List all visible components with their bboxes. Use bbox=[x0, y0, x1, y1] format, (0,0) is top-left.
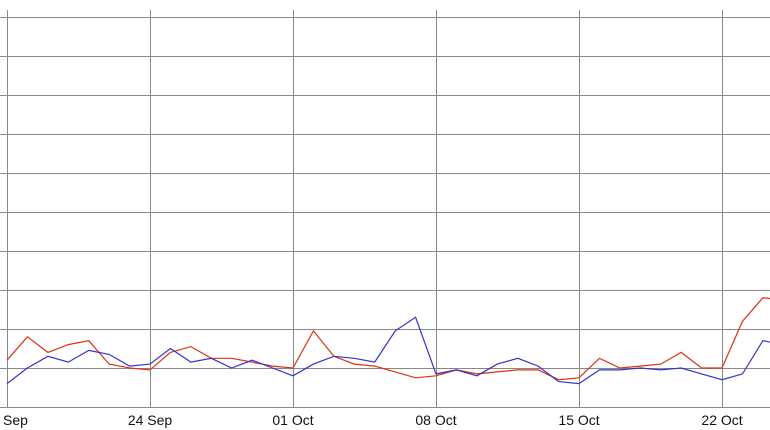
x-tick-label: 01 Oct bbox=[272, 412, 313, 428]
x-tick-label: 24 Sep bbox=[128, 412, 173, 428]
series-line-red bbox=[6, 297, 770, 381]
x-tick-label: 15 Oct bbox=[558, 412, 599, 428]
x-tick-label: 08 Oct bbox=[415, 412, 456, 428]
x-tick-label: 22 Oct bbox=[701, 412, 742, 428]
series-line-blue bbox=[6, 316, 770, 385]
x-tick-label: Sep bbox=[3, 412, 28, 428]
series-group bbox=[6, 297, 770, 385]
x-axis-ticks: Sep 24 Sep 01 Oct 08 Oct 15 Oct 22 Oct bbox=[3, 412, 743, 428]
grid bbox=[0, 10, 770, 408]
